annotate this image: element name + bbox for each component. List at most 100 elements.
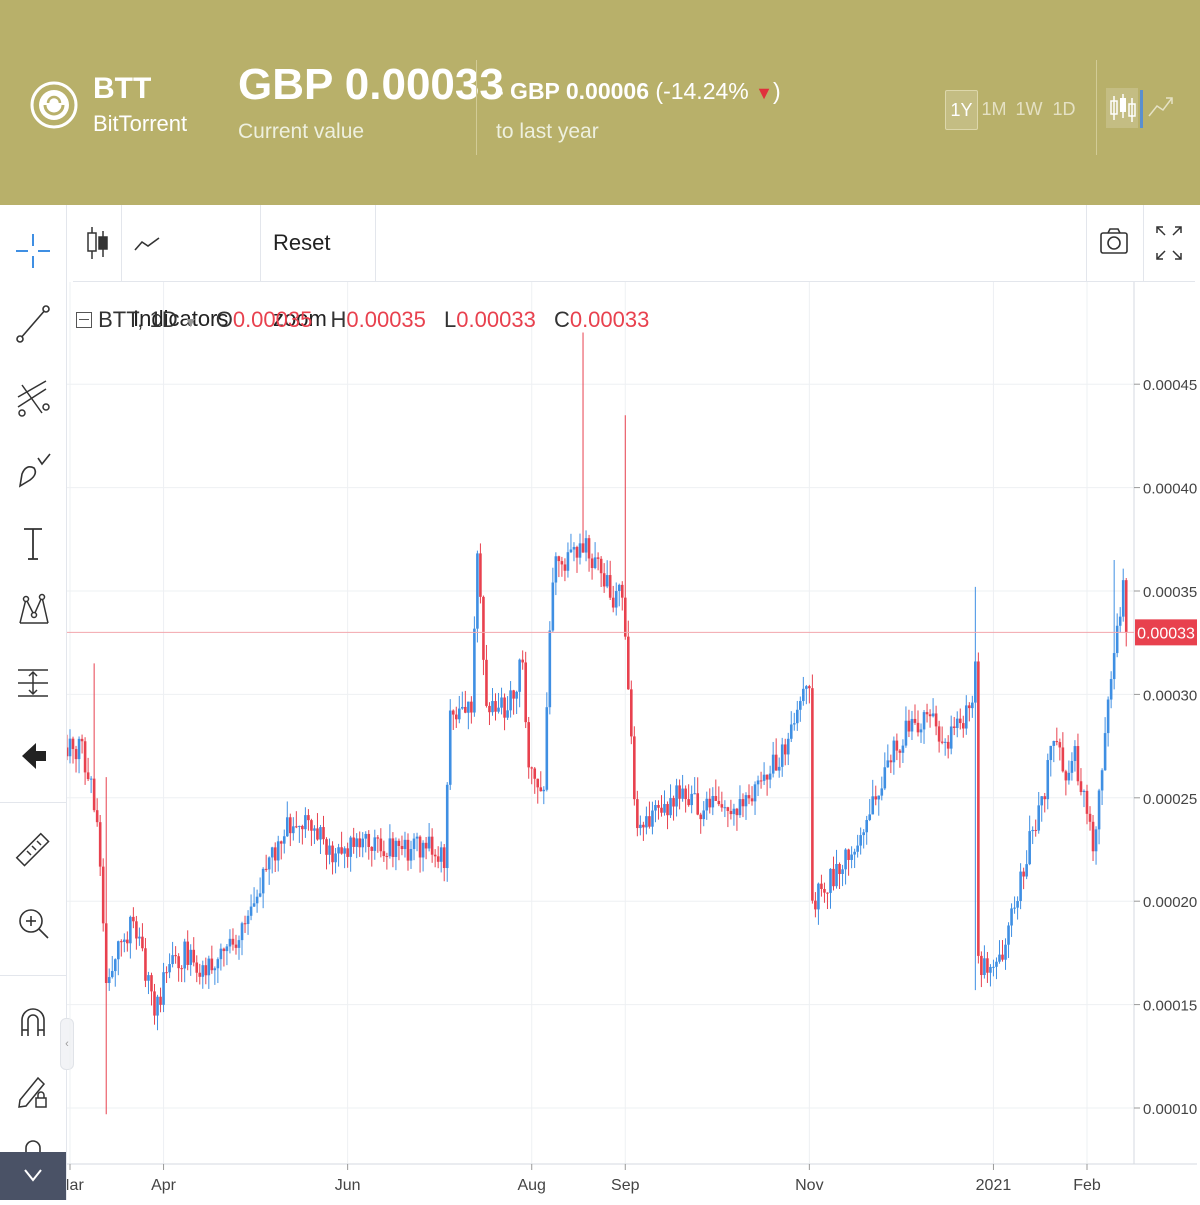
fib-tool[interactable] — [12, 377, 54, 419]
range-1d-button[interactable]: 1D — [1052, 99, 1076, 119]
candle-body — [527, 722, 531, 768]
candle-body — [714, 796, 718, 801]
range-1w-button[interactable]: 1W — [1015, 99, 1043, 119]
measure-icon — [18, 669, 48, 697]
candle-body — [1079, 781, 1083, 793]
chart-style-button[interactable] — [85, 205, 115, 281]
legend-dropdown-icon[interactable]: ▼ — [183, 314, 198, 330]
candlestick-chart-button[interactable] — [1106, 88, 1138, 128]
candle-body — [189, 949, 193, 965]
candle-body — [551, 582, 555, 631]
candle-body — [494, 701, 497, 712]
candle-body — [521, 659, 524, 663]
candle-body — [430, 836, 434, 855]
lock-tool[interactable] — [12, 1135, 54, 1177]
candle-body — [400, 845, 404, 850]
candle-body — [349, 837, 352, 857]
candle-body — [548, 630, 552, 708]
candle-body — [759, 780, 763, 782]
candle-body — [1121, 580, 1125, 617]
candle-body — [1124, 580, 1128, 633]
price-chart[interactable]: 0.00010 0.00015 0.00020 0.00025 0.00030 0.000… — [67, 282, 1197, 1200]
zoom-in-icon — [19, 909, 49, 939]
candle-body — [340, 847, 343, 854]
trend-line-tool[interactable] — [12, 303, 54, 345]
candle-body — [817, 883, 820, 910]
candle-body — [850, 854, 853, 860]
candle-body — [454, 714, 458, 720]
candle-body — [67, 747, 69, 757]
candle-body — [563, 564, 567, 571]
back-tool[interactable] — [12, 735, 54, 777]
fullscreen-icon — [1156, 226, 1182, 260]
candle-body — [461, 706, 464, 709]
candle-body — [808, 686, 811, 689]
candle-body — [741, 799, 745, 807]
text-icon — [24, 528, 42, 560]
legend-collapse-icon[interactable] — [76, 312, 92, 328]
fullscreen-button[interactable] — [1153, 205, 1185, 281]
candle-body — [802, 688, 805, 702]
current-price: GBP 0.00033 — [238, 60, 504, 109]
text-tool[interactable] — [12, 523, 54, 565]
candle-body — [901, 745, 905, 753]
candle-body — [198, 972, 202, 977]
measure-tool[interactable] — [12, 662, 54, 704]
coin-name: BitTorrent — [93, 111, 188, 136]
candle-body — [940, 741, 944, 743]
candle-body — [228, 938, 232, 947]
candle-body — [95, 810, 99, 823]
crosshair-tool[interactable] — [12, 230, 54, 272]
line-chart-button[interactable] — [1146, 88, 1178, 128]
candle-body — [536, 778, 540, 788]
candle-body — [723, 807, 727, 809]
candle-body — [645, 816, 648, 828]
ruler-tool[interactable] — [12, 829, 54, 871]
indicators-button[interactable]: Indicators — [133, 205, 258, 331]
candle-body — [147, 975, 150, 981]
candle-body — [786, 738, 790, 755]
candle-body — [1025, 864, 1028, 877]
crosshair-icon — [16, 234, 50, 268]
candle-body — [310, 820, 313, 831]
candle-body — [144, 948, 147, 981]
candle-body — [104, 923, 108, 983]
candle-body — [101, 866, 105, 924]
lock-drawings-tool[interactable] — [12, 1070, 54, 1112]
legend-close-label: C — [553, 307, 570, 332]
candle-body — [608, 575, 612, 598]
candle-body — [186, 941, 189, 965]
magnet-tool[interactable] — [12, 1000, 54, 1042]
reset-zoom-button[interactable]: Reset zoom — [273, 230, 331, 331]
candle-body — [820, 883, 823, 890]
chart-toolbar: Indicators Reset zoom — [73, 205, 1195, 331]
range-1y-button[interactable]: 1Y — [945, 90, 978, 130]
candle-body — [611, 597, 615, 608]
x-tick-label: Aug — [517, 1177, 545, 1194]
candle-body — [86, 772, 90, 780]
more-tools-button[interactable] — [0, 1152, 66, 1200]
candle-body — [989, 966, 992, 973]
candle-body — [1061, 747, 1065, 772]
candle-body — [448, 710, 452, 785]
header-divider — [476, 60, 477, 155]
y-tick-label: 0.00030 — [1143, 687, 1197, 704]
candle-body — [874, 796, 878, 800]
legend-symbol: BTT, 1D — [98, 307, 178, 332]
candle-body — [397, 840, 401, 846]
candle-body — [762, 774, 766, 781]
candle-body — [503, 697, 506, 718]
candle-body — [931, 713, 935, 717]
screenshot-button[interactable] — [1098, 205, 1130, 281]
candle-body — [288, 817, 292, 834]
candle-body — [702, 810, 706, 820]
candle-body — [476, 553, 479, 629]
candle-body — [1016, 900, 1019, 908]
brush-tool[interactable] — [12, 450, 54, 492]
candle-body — [497, 707, 500, 712]
zoom-tool[interactable] — [12, 902, 54, 944]
range-1m-button[interactable]: 1M — [981, 99, 1007, 119]
candle-body — [862, 832, 865, 836]
pattern-tool[interactable] — [12, 589, 54, 631]
candle-body — [1082, 790, 1086, 793]
